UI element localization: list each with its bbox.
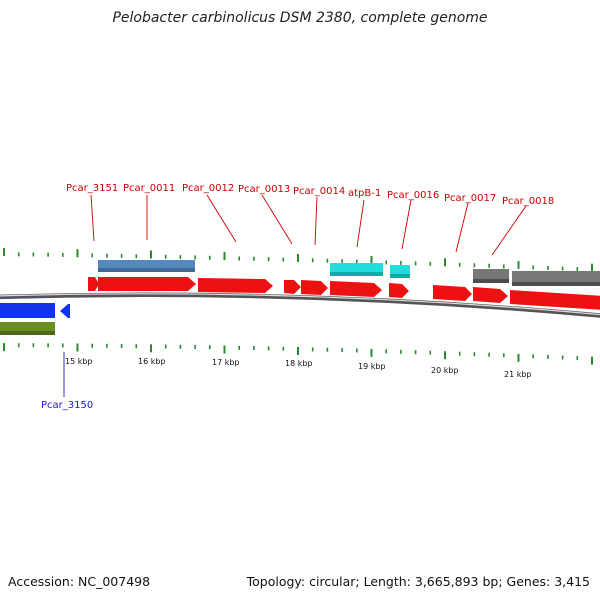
grey-feature-1-shade	[473, 279, 509, 283]
cds-pcar-3150[interactable]	[0, 303, 55, 318]
cds-pcar-3151[interactable]	[88, 277, 99, 291]
kbp-label-16: 16 kbp	[138, 357, 166, 366]
grey-feature-2-shade	[512, 282, 600, 286]
gene-label-pcar-0018[interactable]: Pcar_0018	[502, 196, 554, 207]
cds-pcar-0018[interactable]	[473, 287, 508, 303]
map-title: Pelobacter carbinolicus DSM 2380, comple…	[112, 10, 488, 26]
kbp-label-19: 19 kbp	[358, 362, 386, 371]
gene-label-atpb-1[interactable]: atpB-1	[348, 188, 381, 199]
atp-feature-2-shade	[390, 274, 410, 278]
gene-label-pcar-0014[interactable]: Pcar_0014	[293, 186, 345, 197]
rna-feature-shade	[98, 268, 195, 272]
kbp-label-17: 17 kbp	[212, 358, 240, 367]
gene-label-pcar-0013[interactable]: Pcar_0013	[238, 184, 290, 195]
cds-next[interactable]	[510, 290, 600, 310]
label-leaders	[90, 194, 527, 256]
kbp-label-18: 18 kbp	[285, 359, 313, 368]
kbp-label-15: 15 kbp	[65, 357, 93, 366]
tick-row-bottom	[3, 343, 593, 365]
atp-feature-1-shade	[330, 272, 383, 276]
cds-reverse-small[interactable]	[60, 304, 70, 318]
feature-track	[0, 260, 600, 335]
cds-pcar-0017[interactable]	[433, 285, 472, 301]
gene-label-pcar-3151[interactable]: Pcar_3151	[66, 183, 118, 194]
gene-label-pcar-0016[interactable]: Pcar_0016	[387, 190, 439, 201]
cds-atpb-1[interactable]	[330, 281, 382, 297]
gene-label-pcar-0011[interactable]: Pcar_0011	[123, 183, 175, 194]
tick-row-top	[3, 248, 593, 272]
cds-pcar-0014[interactable]	[301, 280, 328, 295]
kbp-label-20: 20 kbp	[431, 366, 459, 375]
gene-label-pcar-3150[interactable]: Pcar_3150	[41, 400, 93, 411]
cds-pcar-0016[interactable]	[389, 283, 409, 298]
olive-feature-shade	[0, 331, 55, 335]
topology-summary: Topology: circular; Length: 3,665,893 bp…	[246, 574, 590, 589]
cds-pcar-0013[interactable]	[284, 280, 301, 294]
genome-backbone	[0, 292, 600, 318]
accession-text: Accession: NC_007498	[8, 574, 151, 589]
genome-backbone-highlight	[0, 293, 600, 316]
kbp-label-21: 21 kbp	[504, 370, 532, 379]
gene-label-pcar-0017[interactable]: Pcar_0017	[444, 193, 496, 204]
gene-label-pcar-0012[interactable]: Pcar_0012	[182, 183, 234, 194]
cds-pcar-0012[interactable]	[198, 278, 273, 293]
cds-pcar-0011[interactable]	[98, 277, 196, 291]
